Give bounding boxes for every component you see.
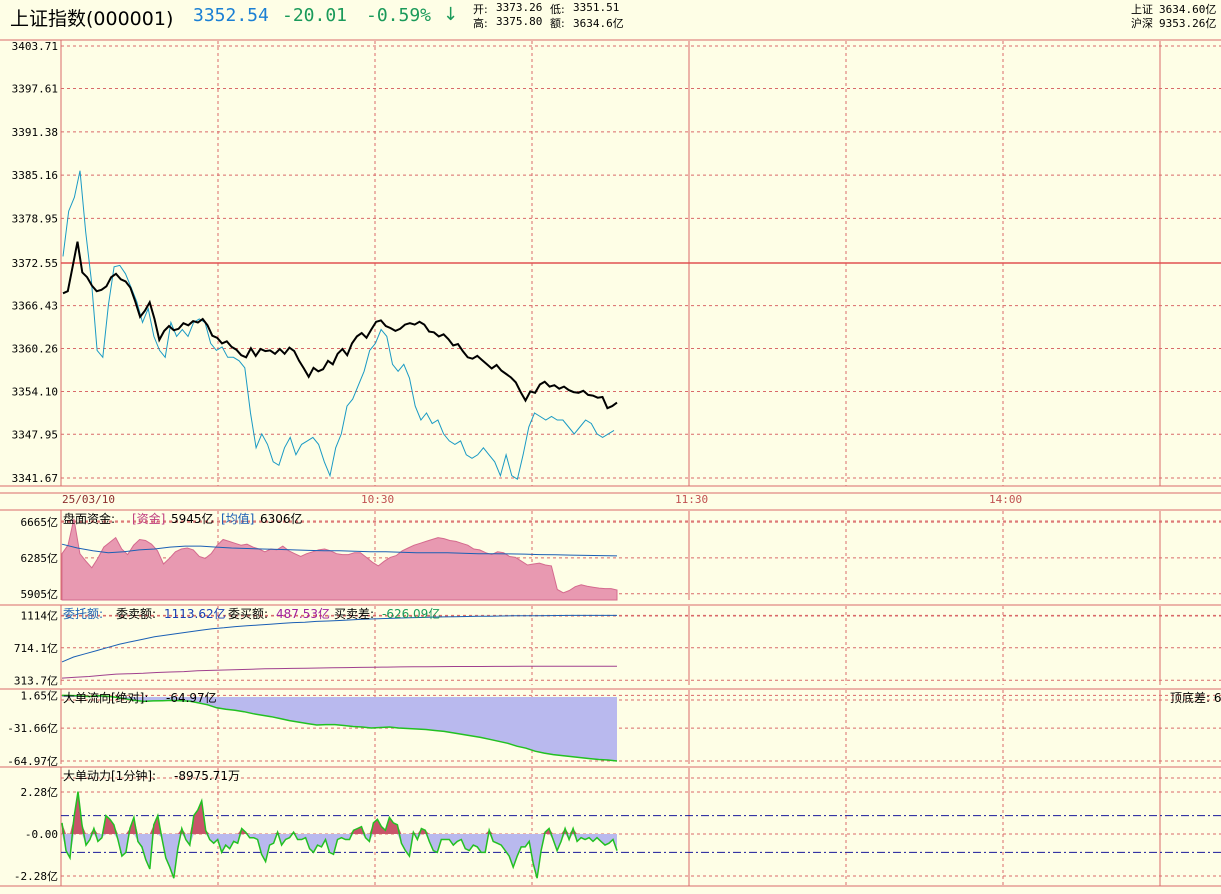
power-value: -8975.71万 [174, 769, 240, 783]
series-line-white [62, 170, 615, 480]
index-name: 上证指数(000001) [10, 8, 174, 30]
entrust-buy-value: 487.53亿 [276, 606, 330, 621]
flow-y-tick: 1.65亿 [21, 689, 59, 702]
quote-header: 上证指数(000001) 3352.54 -20.01 -0.59% ↓ 开: … [0, 0, 1221, 32]
entrust-y-tick: 1114亿 [21, 609, 59, 622]
flow-value: -64.97亿 [166, 690, 217, 705]
low-value: 3351.51 [573, 1, 620, 14]
price-change-pct: -0.59% [366, 5, 432, 26]
power-label: 大单动力[1分钟]: [63, 768, 156, 783]
entrust-sell-line [61, 614, 617, 663]
funds-legend-name: [资金] [132, 511, 165, 526]
funds-area [61, 518, 618, 601]
funds-avg-value: 6306亿 [260, 511, 303, 526]
y-tick-label: 3354.10 [12, 385, 58, 398]
y-tick-label: 3397.61 [12, 82, 58, 95]
sh-label: 上证 [1131, 3, 1153, 16]
power-y-tick: 2.28亿 [21, 786, 59, 799]
flow-y-tick: -31.66亿 [7, 722, 58, 735]
series-line-price [62, 241, 618, 410]
funds-legend-value: 5945亿 [171, 511, 214, 526]
y-tick-label: 3341.67 [12, 472, 58, 485]
down-arrow-icon: ↓ [443, 4, 459, 25]
low-label: 低: [550, 3, 565, 16]
x-tick-label: 11:30 [675, 493, 708, 506]
x-tick-label: 14:00 [989, 493, 1022, 506]
entrust-label: 委托额: [63, 607, 103, 621]
funds-avg-name: [均值] [221, 511, 254, 526]
x-tick-label: 25/03/10 [62, 493, 115, 506]
entrust-buy-name: 委买额: [228, 607, 268, 621]
x-tick-label: 10:30 [361, 493, 394, 506]
entrust-y-tick: 313.7亿 [14, 674, 58, 687]
y-tick-label: 3403.71 [12, 40, 58, 53]
y-tick-label: 3391.38 [12, 126, 58, 139]
y-tick-label: 3360.26 [12, 343, 58, 356]
entrust-diff-value: -626.09亿 [382, 606, 440, 621]
y-tick-label: 3372.55 [12, 257, 58, 270]
funds-label: 盘面资金: [63, 511, 115, 526]
high-value: 3375.80 [496, 15, 543, 28]
entrust-diff-name: 买卖差: [334, 607, 374, 621]
power-negative-area [62, 834, 617, 879]
flow-y-tick: -64.97亿 [7, 755, 58, 768]
y-tick-label: 3378.95 [12, 212, 58, 225]
flow-area [62, 695, 617, 761]
funds-y-tick: 5905亿 [21, 588, 59, 601]
power-positive-area [62, 791, 617, 834]
funds-avg-line [61, 543, 618, 557]
power-line [61, 791, 618, 879]
current-price: 3352.54 [193, 5, 269, 26]
open-label: 开: [473, 3, 488, 16]
y-tick-label: 3366.43 [12, 300, 58, 313]
amount-label: 额: [550, 17, 565, 30]
flow-right-label: 顶底差: 6 [1170, 690, 1221, 705]
entrust-buy-line [61, 665, 617, 679]
high-label: 高: [473, 17, 488, 30]
flow-line [61, 694, 618, 762]
power-y-tick: -0.00 [25, 828, 58, 841]
entrust-sell-name: 委卖额: [116, 607, 156, 621]
price-change: -20.01 [282, 5, 348, 26]
hs-label: 沪深 [1131, 17, 1153, 30]
funds-y-tick: 6285亿 [21, 552, 59, 565]
flow-label: 大单流向[绝对]: [63, 690, 148, 705]
entrust-y-tick: 714.1亿 [14, 642, 58, 655]
power-y-tick: -2.28亿 [14, 870, 58, 883]
y-tick-label: 3385.16 [12, 169, 58, 182]
y-tick-label: 3347.95 [12, 428, 58, 441]
hs-value: 9353.26亿 [1159, 17, 1217, 30]
sh-value: 3634.60亿 [1159, 3, 1217, 16]
amount-value: 3634.6亿 [573, 17, 624, 30]
open-value: 3373.26 [496, 1, 543, 14]
entrust-sell-value: 1113.62亿 [164, 606, 226, 621]
funds-y-tick: 6665亿 [21, 516, 59, 529]
